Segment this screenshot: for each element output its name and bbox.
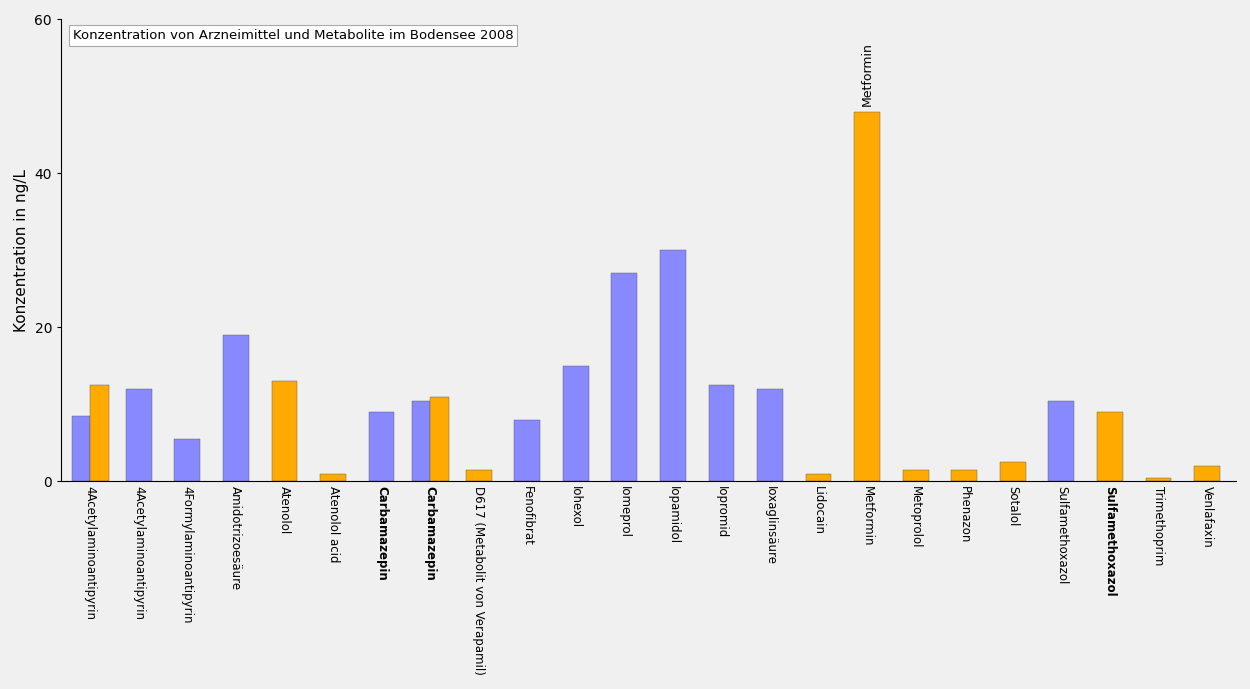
Bar — [951, 470, 978, 482]
Text: Metformin: Metformin — [860, 42, 874, 105]
Text: Konzentration von Arzneimittel und Metabolite im Bodensee 2008: Konzentration von Arzneimittel und Metab… — [72, 29, 514, 41]
Bar — [90, 385, 109, 482]
Bar — [611, 274, 638, 482]
Bar — [1000, 462, 1026, 482]
Bar — [271, 381, 298, 482]
Bar — [758, 389, 782, 482]
Bar — [1098, 412, 1122, 482]
Bar — [806, 473, 831, 482]
Bar — [1194, 466, 1220, 482]
Bar — [1049, 400, 1074, 482]
Bar — [902, 470, 929, 482]
Y-axis label: Konzentration in ng/L: Konzentration in ng/L — [14, 169, 29, 332]
Bar — [660, 250, 686, 482]
Bar — [1145, 477, 1171, 482]
Bar — [514, 420, 540, 482]
Bar — [71, 416, 90, 482]
Bar — [175, 439, 200, 482]
Bar — [411, 400, 430, 482]
Bar — [854, 112, 880, 482]
Bar — [222, 335, 249, 482]
Bar — [430, 397, 449, 482]
Bar — [369, 412, 395, 482]
Bar — [562, 366, 589, 482]
Bar — [466, 470, 491, 482]
Bar — [709, 385, 734, 482]
Bar — [126, 389, 151, 482]
Bar — [320, 473, 346, 482]
